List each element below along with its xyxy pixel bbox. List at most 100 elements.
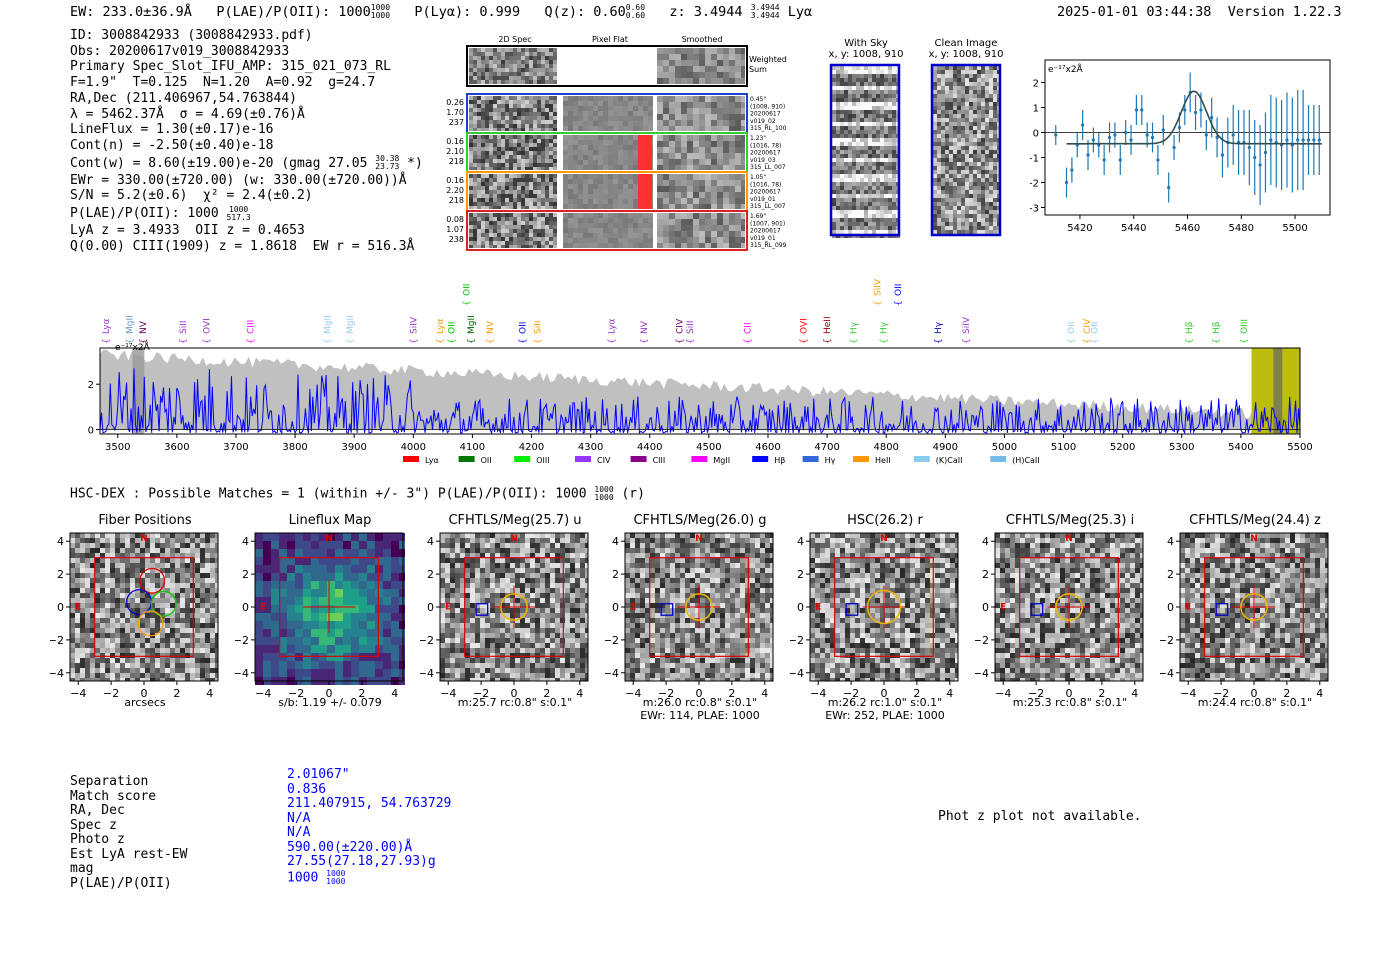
zoom-data-point xyxy=(1140,108,1144,112)
legend-item: CIV xyxy=(575,456,611,465)
spectrum-xtick-label: 4900 xyxy=(933,442,958,453)
line-bracket: { xyxy=(675,338,685,344)
line-bracket: { xyxy=(324,338,334,344)
panel-xtick-label: −2 xyxy=(1213,687,1229,700)
legend-item: OIII xyxy=(514,456,550,465)
panel-ytick-label: −4 xyxy=(790,667,804,680)
zoom-data-point xyxy=(1145,133,1149,137)
blue-end-highlight xyxy=(132,348,145,434)
header-z: z: 3.4944 xyxy=(669,4,743,20)
legend-swatch xyxy=(403,456,419,462)
search-box xyxy=(649,557,749,657)
line-bracket: { xyxy=(743,338,753,344)
panel-caption-line: m:26.2 rc:1.0" s:0.1" xyxy=(827,696,943,709)
row-fiber-info: (1008, 910) xyxy=(750,103,785,110)
line-name: CIII xyxy=(247,320,257,334)
panel-caption-line: m:24.4 rc:0.8" s:0.1" xyxy=(1197,696,1313,709)
panel-xtick-label: 4 xyxy=(391,687,398,700)
line-label-Lyα: {Lyα xyxy=(102,318,112,344)
panel-title-6: CFHTLS/Meg(24.4) z xyxy=(1189,513,1321,528)
cutout-row-frame xyxy=(466,210,748,251)
row-fiber-info: (1016, 78) xyxy=(750,181,781,188)
search-box xyxy=(1019,557,1119,657)
search-box xyxy=(464,557,564,657)
line-name: OII xyxy=(1067,322,1077,334)
panel-noise xyxy=(625,533,773,681)
match-label-specz: Spec z xyxy=(70,817,117,833)
panel-xtick-label: −2 xyxy=(103,687,119,700)
panel-ytick-label: 4 xyxy=(1167,535,1174,548)
legend-swatch xyxy=(691,456,708,462)
legend-swatch xyxy=(458,456,475,462)
line-name: SiIV xyxy=(409,316,419,334)
header-timestamp: 2025-01-01 03:44:38 xyxy=(1057,4,1212,20)
info-sn: S/N = 5.2(±0.6) χ² = 2.4(±0.2) xyxy=(70,188,313,204)
row-fiber-info: 0.45" xyxy=(750,96,766,103)
line-bracket: { xyxy=(934,338,944,344)
row-smooth-noise xyxy=(657,96,745,131)
clean-image-title: Clean Image x, y: 1008, 910 xyxy=(928,38,1004,60)
row-fiber-info: 20200617 xyxy=(750,228,781,235)
match-label-score: Match score xyxy=(70,788,157,804)
row-fiber-info: v019_02 xyxy=(750,118,776,125)
zoom-data-point xyxy=(1210,115,1214,120)
header-qz: Q(z): 0.60 xyxy=(544,4,626,20)
weighted-sum-label-2: Sum xyxy=(749,65,767,74)
spectrum-xtick-label: 3900 xyxy=(341,442,366,453)
search-box xyxy=(834,557,934,657)
search-box xyxy=(279,557,379,657)
line-label-CIV: {CIV xyxy=(675,318,685,344)
line-label-HeII: {HeII xyxy=(823,316,833,344)
zoom-data-point xyxy=(1204,133,1208,137)
panel-image-1: N E 4 2 0 −2 −4 −4 −2 0 2 4 xyxy=(235,532,405,700)
zoom-data-point xyxy=(1231,133,1235,137)
zoom-data-point xyxy=(1081,123,1085,127)
panel-ytick-label: −2 xyxy=(605,634,619,647)
line-name: MgII xyxy=(126,315,136,334)
panel-xtick-label: 4 xyxy=(1131,687,1138,700)
line-name: NV xyxy=(640,320,650,334)
line-label-CIII: {CIII xyxy=(247,320,257,344)
spectrum-xtick-label: 5500 xyxy=(1287,442,1312,453)
row-2d-noise xyxy=(469,213,557,248)
legend-item: (K)CaII xyxy=(913,456,963,465)
zoom-data-point xyxy=(1269,138,1273,142)
line-bracket: { xyxy=(686,338,696,344)
panel-ytick-label: 0 xyxy=(612,601,619,614)
info-ewr: EWr = 330.00(±720.00) (w: 330.00(±720.00… xyxy=(70,172,407,188)
row-weight: 0.16 xyxy=(446,137,464,146)
line-label-NV: {NV xyxy=(486,320,496,344)
line-label-Hγ: {Hγ xyxy=(850,321,860,344)
spectrum-xtick-label: 4400 xyxy=(637,442,662,453)
panel-title-0: Fiber Positions xyxy=(98,513,192,528)
info-plae: P(LAE)/P(OII): 1000 1000 517.3 xyxy=(70,204,251,222)
info-fiber-params: F=1.9" T=0.125 N=1.20 A=0.92 g=24.7 xyxy=(70,75,376,91)
match-label-separation: Separation xyxy=(70,774,149,789)
match-label-mag: mag xyxy=(70,861,94,876)
row-count: 218 xyxy=(449,196,464,205)
line-label-NV: {NV xyxy=(139,320,149,344)
info-cont-n: Cont(n) = -2.50(±0.40)e-18 xyxy=(70,137,274,153)
line-name: MgII xyxy=(467,315,477,334)
legend-item: CIII xyxy=(630,456,665,465)
aperture-circle xyxy=(1240,593,1268,621)
panel-title-2: CFHTLS/Meg(25.7) u xyxy=(448,513,582,528)
legend-item: Hγ xyxy=(802,456,836,465)
panel-image-4: N E 4 2 0 −2 −4 −4 −2 0 2 4 xyxy=(790,532,959,700)
line-name: NV xyxy=(139,320,149,334)
zoom-data-point xyxy=(1129,138,1133,142)
spectrum-xtick-label: 3800 xyxy=(282,442,307,453)
catalog-match-box xyxy=(660,603,674,616)
row-fiber-info: (1016, 78) xyxy=(750,142,781,149)
row-flat-noise xyxy=(563,213,653,248)
line-label-Hγ: {Hγ xyxy=(934,321,944,344)
match-labels: Separation Match score RA, Dec Spec z Ph… xyxy=(70,774,187,891)
info-ciii: Q(0.00) CIII(1909) z = 1.8618 EW r = 516… xyxy=(70,238,415,254)
line-label-OII: {OII xyxy=(1067,322,1077,344)
panel-ytick-label: 0 xyxy=(982,601,989,614)
line-name: OII xyxy=(448,322,458,334)
panel-noise xyxy=(995,533,1143,681)
line-name: OII xyxy=(894,284,904,296)
match-label-photoz: Photo z xyxy=(70,832,125,847)
